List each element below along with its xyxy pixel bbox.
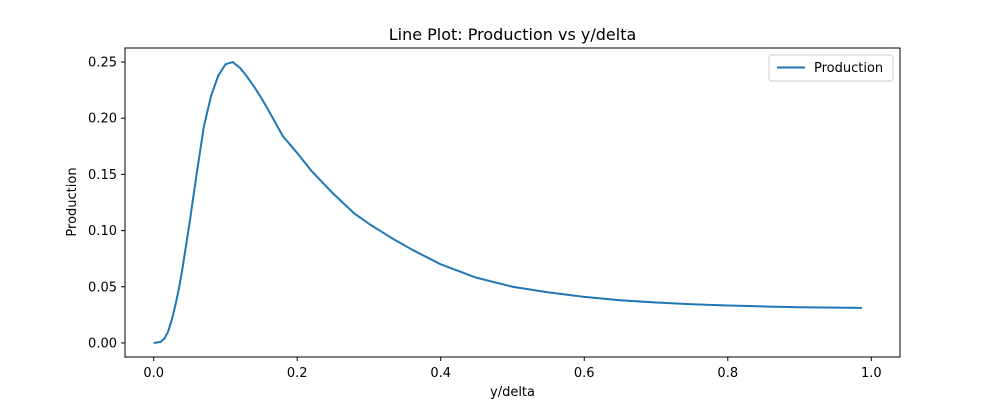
x-axis-label: y/delta	[490, 385, 535, 400]
x-tick-label: 0.0	[143, 366, 164, 381]
y-tick-label: 0.00	[88, 336, 117, 351]
legend-box	[768, 54, 894, 82]
y-tick-label: 0.15	[88, 168, 117, 183]
y-tick-label: 0.25	[88, 56, 117, 71]
series-line-production	[153, 61, 862, 344]
chart-title: Line Plot: Production vs y/delta	[389, 25, 637, 44]
x-tick-label: 1.0	[861, 366, 882, 381]
x-tick-label: 0.4	[430, 366, 451, 381]
y-tick-label: 0.20	[88, 112, 117, 127]
plot-area: 0.0 0.2 0.4 0.6 0.8 1.0 0.00 0.05 0.10 0.15 0.20 0.…	[88, 47, 901, 381]
x-tick-label: 0.6	[574, 366, 595, 381]
x-tick-label: 0.8	[717, 366, 738, 381]
x-tick-label: 0.2	[287, 366, 308, 381]
axes-frame	[124, 47, 901, 358]
y-tick-label: 0.10	[88, 224, 117, 239]
legend: Production	[768, 54, 894, 82]
y-axis-label: Production	[65, 167, 80, 236]
legend-label-production: Production	[814, 61, 883, 76]
y-tick-label: 0.05	[88, 280, 117, 295]
